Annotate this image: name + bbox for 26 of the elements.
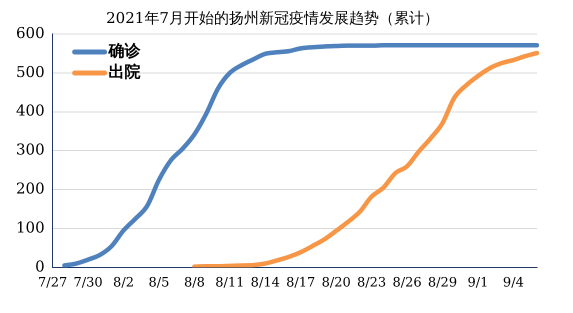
x-tick-label: 8/23 (357, 276, 386, 291)
x-tick-label: 8/5 (148, 276, 170, 291)
x-tick-label: 8/17 (286, 276, 316, 291)
x-tick-label: 7/30 (73, 276, 103, 291)
legend-label: 确诊 (108, 41, 142, 60)
x-tick-label: 8/29 (428, 276, 458, 291)
line-series (62, 43, 540, 268)
y-tick-label: 300 (16, 140, 45, 159)
line-series (192, 50, 540, 268)
y-tick-label: 0 (35, 257, 45, 276)
y-tick-label: 600 (16, 24, 45, 42)
y-tick-label: 500 (16, 62, 45, 81)
y-tick-label: 100 (16, 218, 45, 236)
x-tick-label: 9/1 (467, 276, 488, 291)
x-tick-label: 8/26 (392, 276, 422, 291)
y-tick-label: 200 (16, 179, 45, 198)
legend-label: 出院 (108, 62, 141, 82)
x-tick-label: 8/11 (215, 276, 244, 291)
chart-title: 2021年7月开始的扬州新冠疫情发展趋势（累计） (106, 8, 439, 27)
x-tick-label: 7/27 (38, 276, 68, 291)
x-tick-label: 8/20 (322, 276, 351, 291)
x-tick-label: 8/8 (184, 276, 205, 291)
y-tick-label: 400 (16, 102, 45, 120)
x-tick-label: 9/4 (502, 276, 524, 291)
x-tick-label: 8/14 (250, 276, 280, 291)
x-tick-label: 8/2 (113, 276, 134, 291)
